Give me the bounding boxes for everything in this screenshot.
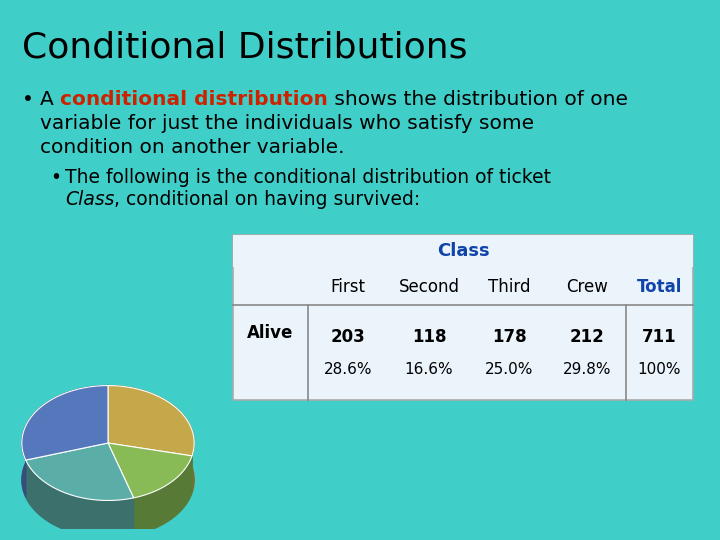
Text: Crew: Crew	[566, 278, 608, 296]
Text: Alive: Alive	[247, 325, 294, 342]
Text: Third: Third	[487, 278, 530, 296]
Bar	[233, 235, 693, 267]
Text: •: •	[50, 168, 61, 187]
Text: 25.0%: 25.0%	[485, 361, 534, 376]
Polygon shape	[22, 386, 108, 497]
Polygon shape	[108, 386, 194, 493]
Text: variable for just the individuals who satisfy some: variable for just the individuals who sa…	[40, 114, 534, 133]
Bar	[233, 235, 693, 400]
Text: , conditional on having survived:: , conditional on having survived:	[114, 190, 420, 209]
Text: •: •	[22, 90, 34, 109]
Text: Conditional Distributions: Conditional Distributions	[22, 30, 467, 64]
Polygon shape	[26, 460, 134, 537]
Text: 178: 178	[492, 328, 526, 346]
Text: Class: Class	[437, 242, 490, 260]
Text: 29.8%: 29.8%	[563, 361, 611, 376]
Text: condition on another variable.: condition on another variable.	[40, 138, 344, 157]
Text: shows the distribution of one: shows the distribution of one	[328, 90, 628, 109]
Text: 16.6%: 16.6%	[405, 361, 454, 376]
Text: Total: Total	[636, 278, 682, 296]
Text: 203: 203	[330, 328, 365, 346]
Polygon shape	[134, 456, 192, 535]
Text: 118: 118	[412, 328, 446, 346]
Polygon shape	[108, 443, 192, 498]
Polygon shape	[26, 443, 134, 501]
Text: 212: 212	[570, 328, 604, 346]
Text: conditional distribution: conditional distribution	[60, 90, 328, 109]
Text: A: A	[40, 90, 60, 109]
Text: Class: Class	[65, 190, 114, 209]
Text: Second: Second	[398, 278, 459, 296]
Text: First: First	[330, 278, 366, 296]
Polygon shape	[108, 386, 194, 456]
Text: 100%: 100%	[638, 361, 681, 376]
Text: 711: 711	[642, 328, 677, 346]
Text: 28.6%: 28.6%	[324, 361, 372, 376]
Polygon shape	[22, 386, 108, 460]
Text: The following is the conditional distribution of ticket: The following is the conditional distrib…	[65, 168, 551, 187]
